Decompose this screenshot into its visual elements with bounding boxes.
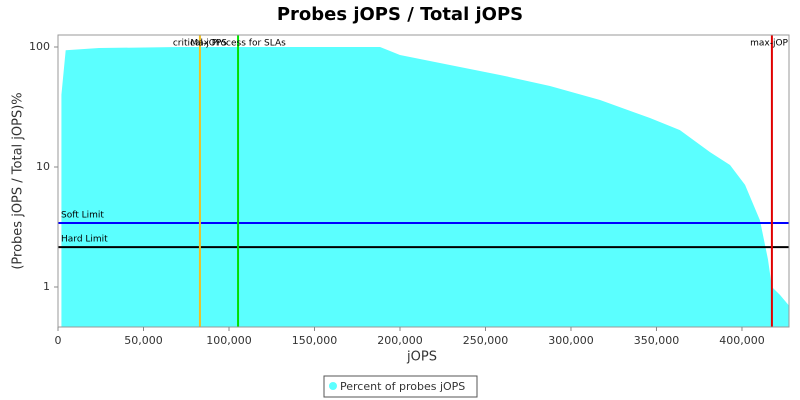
limit-label: Hard Limit [61, 235, 108, 245]
marker-label: Max Process for SLAs [190, 39, 286, 49]
legend [323, 375, 478, 398]
x-tick-label: 0 [55, 334, 62, 347]
plot-border [57, 34, 790, 328]
x-tick-label: 150,000 [292, 334, 338, 347]
x-tick-label: 300,000 [548, 334, 594, 347]
x-tick-label: 200,000 [377, 334, 423, 347]
marker-label: critical-jOPS [173, 39, 227, 49]
y-tick-label: 10 [36, 160, 50, 173]
x-axis-label: jOPS [406, 350, 437, 365]
area [61, 47, 789, 327]
legend-marker [329, 382, 337, 390]
legend-label: Percent of probes jOPS [340, 380, 465, 393]
x-tick-label: 250,000 [463, 334, 509, 347]
x-tick-label: 100,000 [206, 334, 252, 347]
x-tick-label: 50,000 [124, 334, 163, 347]
marker-label: max-jOPS [750, 39, 794, 49]
x-tick-label: 400,000 [719, 334, 765, 347]
chart-title: Probes jOPS / Total jOPS [277, 4, 523, 25]
y-tick-label: 100 [29, 40, 50, 53]
limit-label: Soft Limit [61, 211, 104, 221]
y-axis-label: (Probes jOPS / Total jOPS)% [11, 92, 26, 269]
x-tick-label: 350,000 [634, 334, 680, 347]
y-tick-label: 1 [43, 280, 50, 293]
